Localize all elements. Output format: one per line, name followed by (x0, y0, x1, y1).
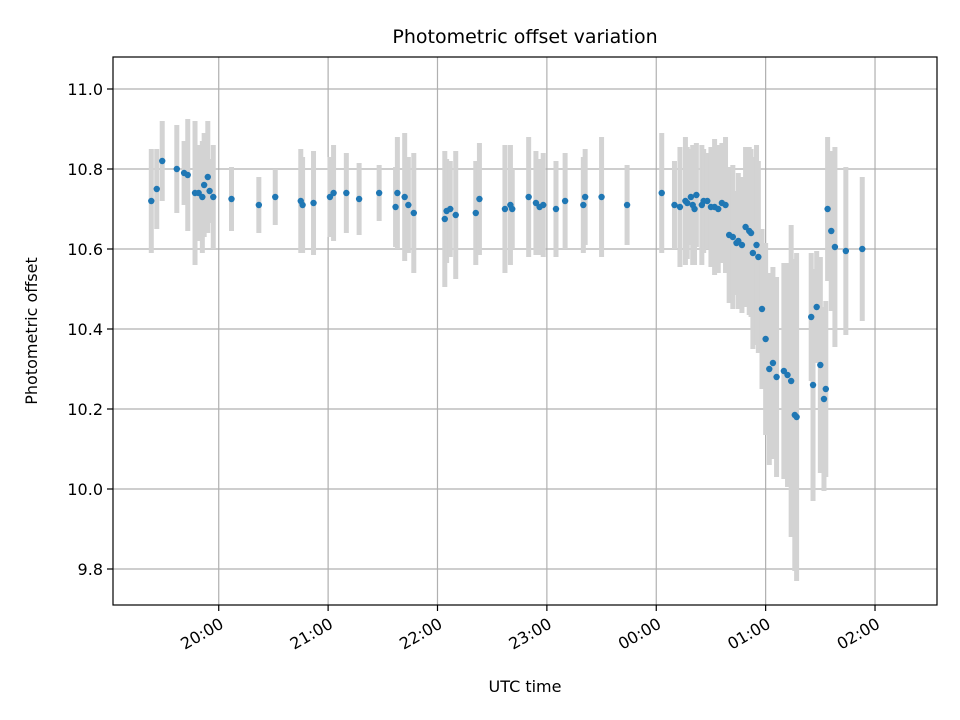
y-tick-label: 9.8 (78, 560, 103, 579)
data-point (206, 187, 213, 195)
data-point (501, 205, 509, 213)
data-point (228, 195, 235, 203)
data-point (148, 197, 155, 205)
data-point (623, 201, 631, 209)
data-point (561, 197, 569, 205)
data-point (809, 381, 817, 389)
data-point (299, 201, 306, 209)
data-point (787, 377, 795, 385)
data-point (447, 205, 454, 213)
data-point (472, 209, 479, 217)
data-point (330, 189, 337, 197)
data-point (671, 201, 678, 209)
data-point (769, 359, 777, 367)
plot-frame (112, 56, 938, 606)
grid (113, 57, 937, 605)
data-point (784, 371, 791, 379)
data-point (831, 243, 839, 251)
y-tick-label: 10.4 (67, 320, 103, 339)
data-point (715, 205, 722, 213)
data-point (762, 335, 769, 343)
data-point (580, 201, 587, 209)
y-tick-label: 11.0 (67, 80, 103, 99)
y-tick-label: 10.8 (67, 160, 103, 179)
data-point (729, 233, 737, 241)
data-point (204, 173, 211, 181)
y-tick-label: 10.0 (67, 480, 103, 499)
data-point (755, 253, 762, 261)
data-point (753, 241, 760, 249)
data-point (738, 241, 746, 249)
data-point (793, 413, 800, 421)
data-point (820, 395, 828, 403)
y-axis-label: Photometric offset (22, 257, 41, 405)
data-point (375, 189, 383, 197)
data-point (808, 313, 815, 321)
y-tick-label: 10.6 (67, 240, 103, 259)
data-point (355, 195, 363, 203)
data-point (842, 247, 850, 255)
data-point (704, 197, 711, 205)
data-point (405, 201, 412, 209)
data-point (676, 203, 684, 211)
data-point (684, 199, 691, 207)
data-point (476, 195, 483, 203)
data-point (747, 229, 755, 237)
data-point (598, 193, 605, 201)
data-point (199, 193, 206, 201)
data-point (859, 245, 866, 253)
data-point (817, 361, 824, 369)
data-point (173, 165, 181, 173)
data-point (552, 205, 560, 213)
data-point (343, 189, 350, 197)
data-point (525, 193, 532, 201)
data-point (394, 189, 401, 197)
data-point (749, 249, 757, 257)
y-axis: 9.8 10.0 10.2 10.4 10.6 10.8 11.0 (67, 80, 113, 579)
data-point (822, 385, 829, 393)
data-point (441, 215, 448, 223)
data-point (509, 205, 516, 213)
data-point (452, 211, 459, 219)
data-point (824, 205, 831, 213)
data-point (828, 227, 835, 235)
data-point (272, 193, 279, 201)
data-point (401, 193, 408, 201)
data-point (153, 185, 160, 193)
chart-title: Photometric offset variation (392, 26, 657, 48)
data-point (693, 191, 700, 199)
data-point (687, 193, 695, 201)
x-axis-label: UTC time (489, 677, 562, 696)
data-point (581, 193, 589, 201)
data-point (184, 171, 191, 179)
data-point (658, 189, 665, 197)
data-points (148, 157, 866, 421)
data-point (773, 373, 780, 381)
data-point (410, 209, 417, 217)
data-point (758, 305, 766, 313)
data-point (813, 303, 820, 311)
data-point (691, 205, 698, 213)
data-point (310, 199, 317, 207)
data-point (159, 157, 166, 165)
data-point (722, 201, 729, 209)
data-point (540, 201, 547, 209)
y-tick-label: 10.2 (67, 400, 103, 419)
data-point (392, 203, 399, 211)
data-point (766, 365, 773, 373)
data-point (255, 201, 263, 209)
data-point (210, 193, 217, 201)
data-point (200, 181, 208, 189)
